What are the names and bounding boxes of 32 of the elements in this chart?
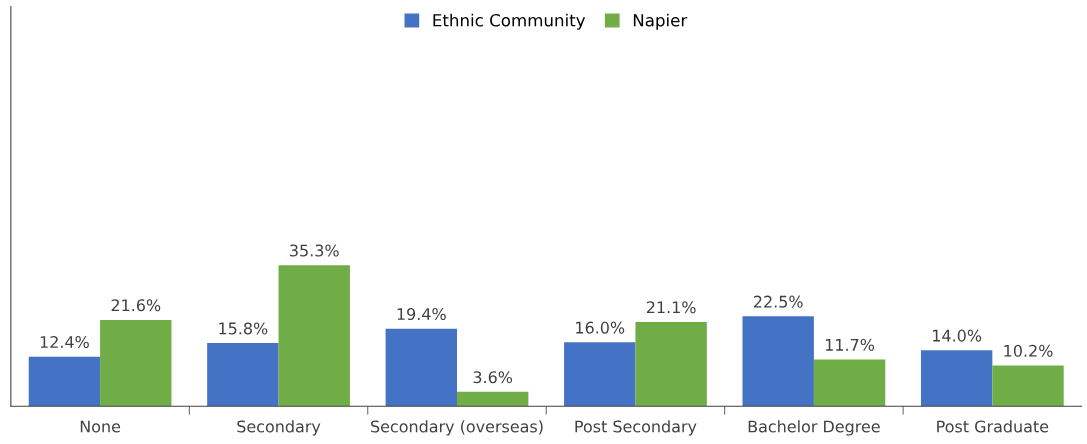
data-label: 16.0%	[576, 321, 625, 334]
x-tick-label: Post Secondary	[575, 420, 697, 436]
bar	[920, 350, 993, 407]
legend-label: Ethnic Community	[433, 13, 586, 30]
data-label: 19.4%	[397, 308, 446, 321]
data-label: 11.7%	[825, 338, 875, 351]
bar	[635, 321, 707, 407]
bar	[278, 265, 350, 407]
data-label: 35.3%	[290, 244, 339, 257]
bar	[385, 328, 457, 407]
legend-label: Napier	[633, 13, 688, 30]
data-label: 21.6%	[111, 299, 161, 312]
data-label: 14.0%	[933, 329, 982, 342]
data-label: 3.6%	[473, 371, 513, 384]
bar	[456, 391, 529, 407]
bar	[28, 356, 101, 407]
data-label: 22.5%	[754, 295, 803, 308]
x-tick-label: Secondary (overseas)	[371, 420, 543, 436]
bar	[207, 343, 279, 407]
x-tick-label: Bachelor Degree	[748, 420, 880, 436]
bar	[992, 365, 1064, 407]
x-tick-label: Post Graduate	[937, 420, 1049, 433]
bar	[813, 359, 886, 407]
data-label: 15.8%	[219, 322, 268, 335]
bar	[100, 319, 172, 407]
bar	[742, 316, 814, 407]
bar	[564, 342, 636, 407]
data-label: 12.4%	[40, 335, 89, 349]
x-tick-label: Secondary	[237, 420, 321, 436]
data-label: 10.2%	[1004, 344, 1053, 357]
x-tick-label: None	[80, 420, 121, 433]
data-label: 21.1%	[646, 301, 696, 314]
